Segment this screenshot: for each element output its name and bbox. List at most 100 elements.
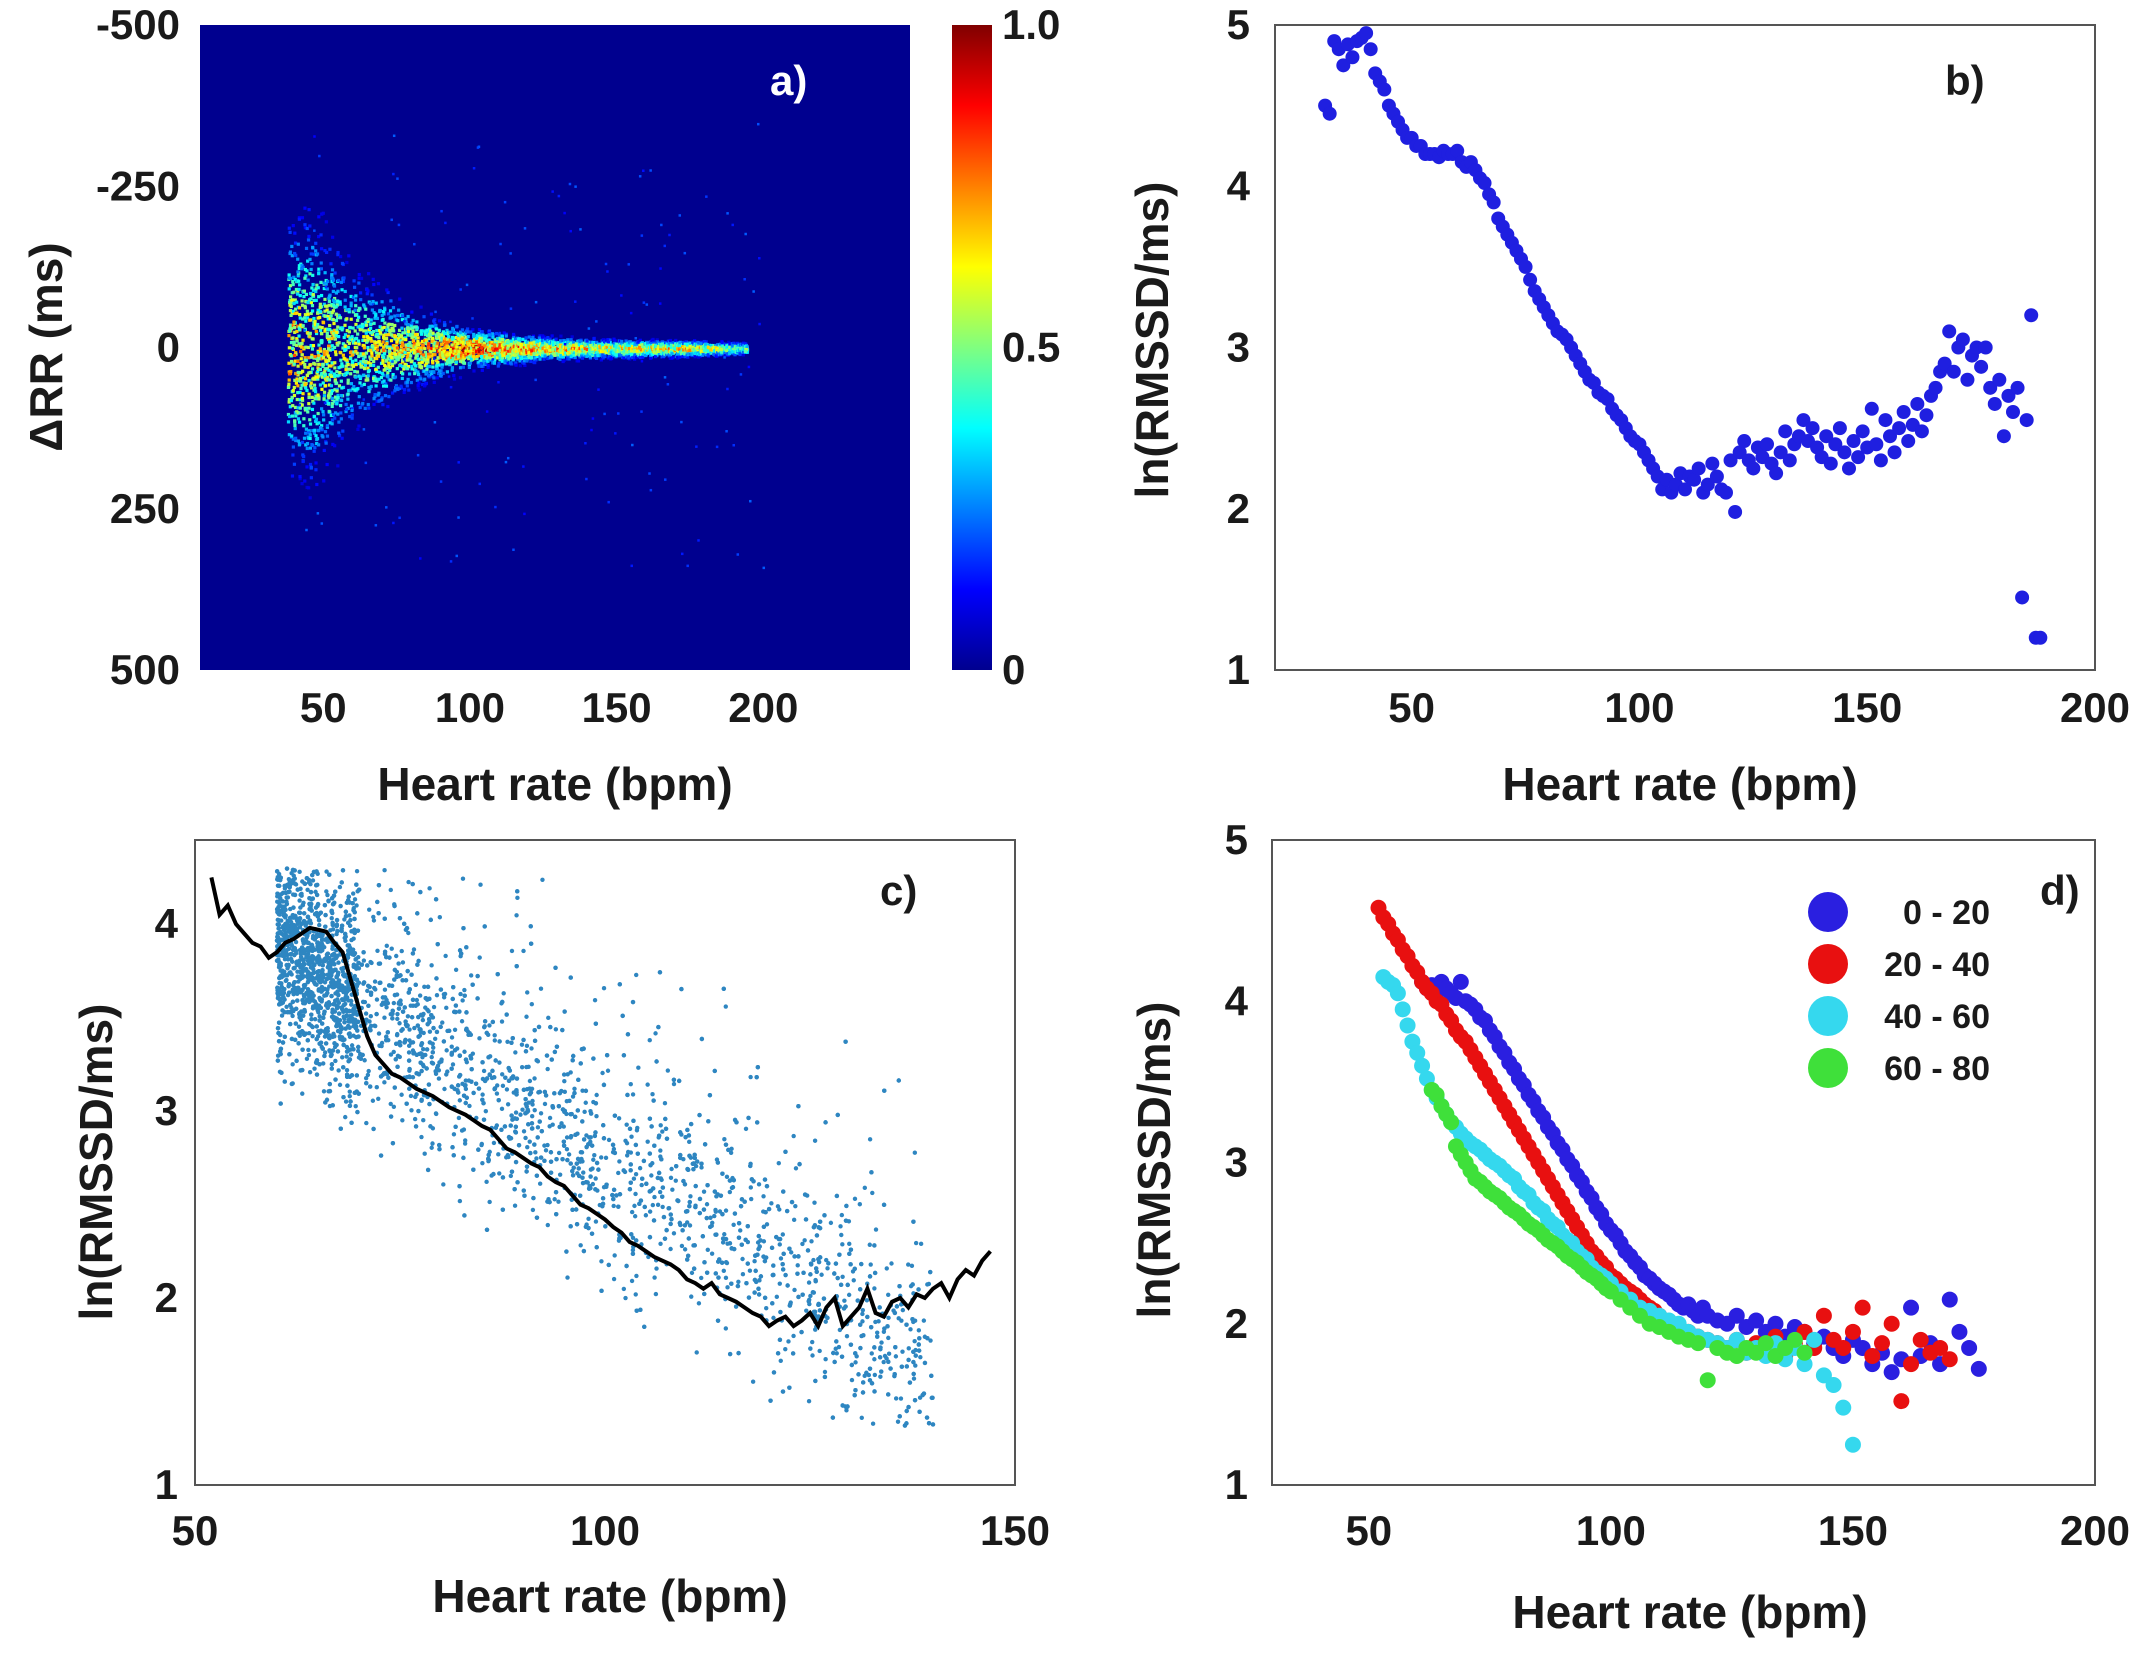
heatmap-cell (337, 384, 342, 388)
heatmap-cell (412, 362, 417, 366)
heatmap-cell (558, 339, 563, 343)
heatmap-cell (611, 351, 616, 355)
heatmap-cell (339, 417, 343, 421)
heatmap-cell (491, 332, 495, 337)
heatmap-cell (328, 334, 332, 339)
heatmap-cell (308, 272, 312, 276)
heatmap-cell (646, 341, 650, 345)
heatmap-cell (330, 275, 334, 279)
data-point (1846, 434, 1861, 449)
heatmap-cell (448, 330, 452, 334)
heatmap-cell (425, 340, 429, 344)
data-point (431, 1045, 436, 1050)
heatmap-cell (324, 285, 328, 289)
data-point (1477, 176, 1492, 191)
panel-label-b: b) (1945, 57, 1985, 104)
heatmap-cell (380, 398, 384, 402)
heatmap-cell (718, 345, 723, 349)
heatmap-cell (297, 306, 302, 310)
data-point (365, 1072, 371, 1078)
heatmap-cell (310, 309, 315, 313)
heatmap-cell (287, 372, 292, 376)
heatmap-cell (327, 401, 331, 406)
heatmap-cell (308, 224, 312, 228)
heatmap-cell (363, 338, 367, 342)
heatmap-cell (651, 339, 656, 344)
heatmap-cell (292, 342, 296, 347)
heatmap-cell (308, 335, 312, 339)
heatmap-cell (310, 262, 314, 266)
data-point (839, 1212, 845, 1218)
heatmap-cell (619, 342, 623, 346)
heatmap-cell (416, 343, 421, 347)
heatmap-cell (481, 333, 485, 337)
heatmap-cell (382, 345, 386, 349)
heatmap-cell (620, 294, 623, 297)
heatmap-cell (358, 307, 362, 311)
heatmap-cell (402, 367, 406, 371)
heatmap-cell (380, 300, 384, 304)
heatmap-cell (506, 361, 510, 366)
heatmap-cell (376, 393, 380, 397)
heatmap-cell (301, 369, 305, 373)
heatmap-cell (310, 407, 315, 412)
heatmap-cell (346, 381, 350, 385)
heatmap-cell (315, 356, 319, 360)
heatmap-cell (309, 252, 313, 256)
heatmap-cell (452, 373, 456, 378)
heatmap-cell (465, 327, 470, 331)
heatmap-cell (450, 353, 455, 357)
heatmap-cell (663, 244, 667, 248)
heatmap-cell (398, 297, 402, 301)
heatmap-cell (514, 350, 518, 354)
heatmap-cell (490, 344, 494, 348)
heatmap-cell (576, 359, 581, 363)
heatmap-cell (347, 330, 351, 334)
heatmap-cell (315, 441, 319, 446)
heatmap-cell (313, 135, 316, 138)
heatmap-cell (601, 350, 605, 354)
heatmap-cell (627, 340, 632, 344)
heatmap-cell (296, 417, 301, 421)
heatmap-cell (415, 378, 419, 382)
heatmap-cell (601, 356, 605, 360)
heatmap-cell (504, 332, 508, 336)
heatmap-cell (481, 336, 485, 340)
heatmap-cell (332, 399, 336, 404)
heatmap-cell (461, 337, 465, 341)
heatmap-cell (334, 305, 338, 309)
heatmap-cell (612, 353, 616, 357)
heatmap-cell (524, 336, 528, 340)
heatmap-cell (288, 414, 292, 419)
heatmap-cell (483, 352, 488, 357)
heatmap-cell (606, 340, 611, 344)
data-point (1687, 472, 1702, 487)
heatmap-cell (299, 371, 303, 375)
heatmap-cell (415, 327, 419, 332)
data-point (633, 1171, 639, 1177)
heatmap-cell (601, 342, 605, 346)
heatmap-cell (303, 479, 307, 483)
heatmap-cell (315, 482, 319, 487)
heatmap-cell (293, 420, 297, 424)
heatmap-cell (559, 351, 564, 356)
heatmap-cell (351, 310, 355, 314)
heatmap-cell (631, 345, 635, 349)
heatmap-cell (558, 357, 562, 362)
heatmap-cell (387, 349, 391, 353)
heatmap-cell (465, 338, 469, 342)
heatmap-cell (382, 379, 386, 383)
heatmap-cell (409, 323, 413, 328)
heatmap-cell (333, 411, 338, 415)
heatmap-cell (586, 352, 590, 356)
y-tick-label: 250 (110, 485, 180, 532)
heatmap-cell (393, 314, 397, 318)
heatmap-cell (337, 334, 341, 339)
heatmap-cell (485, 354, 489, 358)
heatmap-cell (415, 320, 419, 324)
heatmap-cell (313, 387, 317, 391)
heatmap-cell (306, 345, 310, 350)
heatmap-cell (349, 382, 354, 386)
heatmap-cell (500, 359, 505, 363)
